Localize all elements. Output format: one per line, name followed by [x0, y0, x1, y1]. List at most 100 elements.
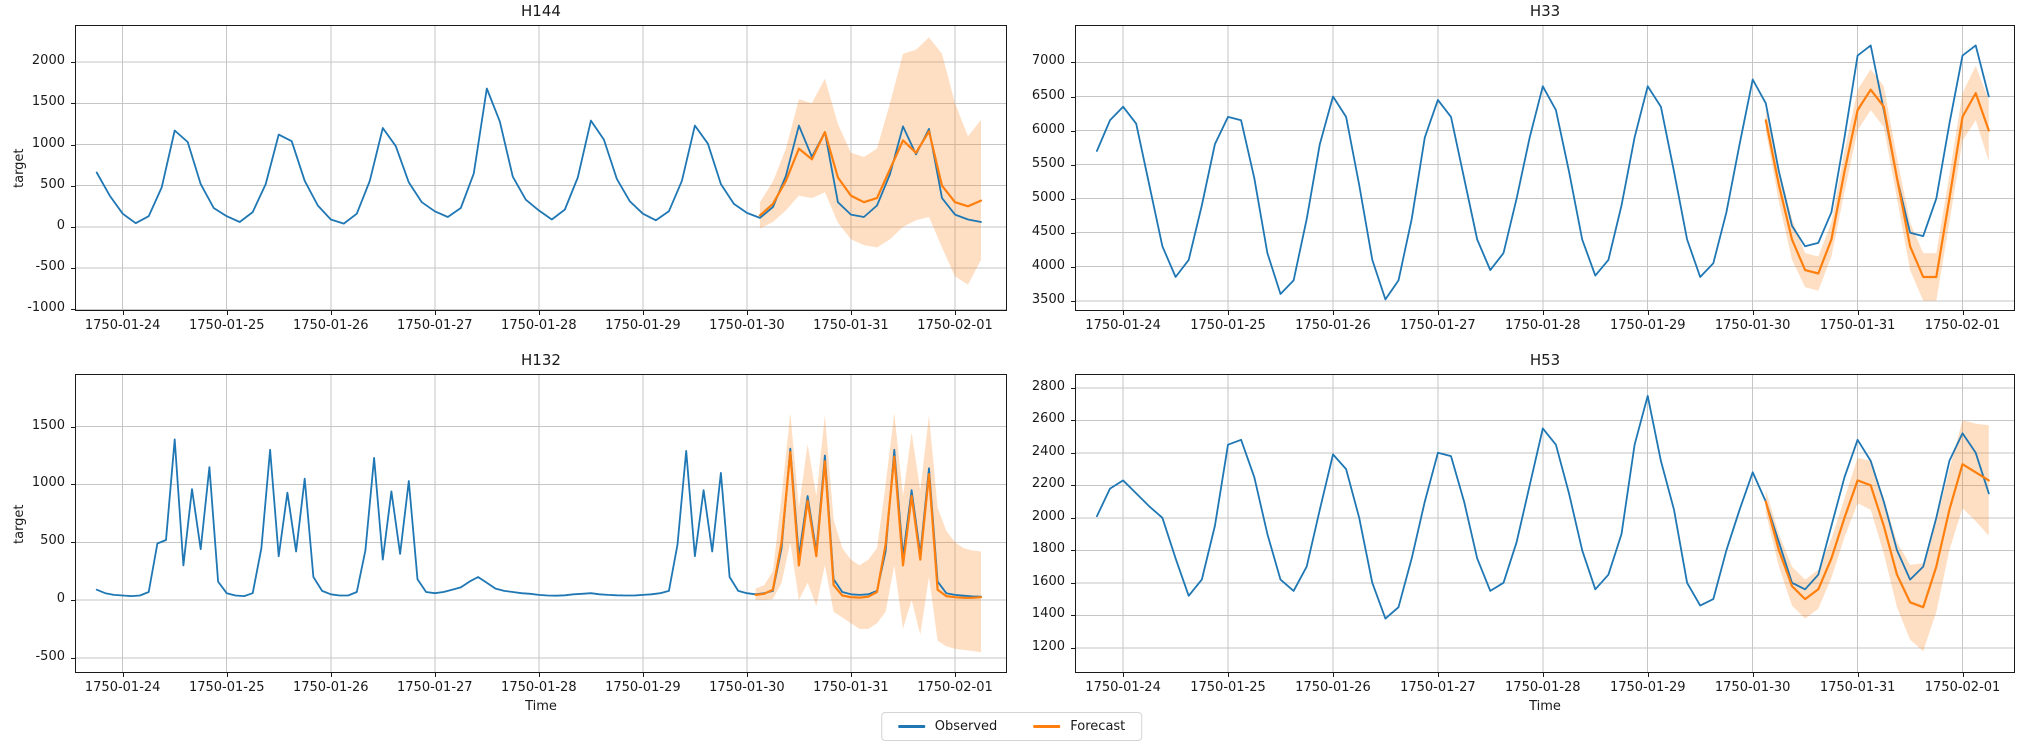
x-tick-label: 1750-01-30 — [709, 680, 785, 695]
x-tick-mark — [330, 673, 332, 677]
x-tick-label: 1750-01-27 — [397, 318, 473, 333]
x-axis-label: Time — [525, 699, 557, 714]
y-tick-mark — [1071, 485, 1075, 487]
y-tick-label: 1800 — [1031, 541, 1065, 557]
y-tick-mark — [71, 657, 75, 659]
x-axis-label: Time — [1529, 699, 1561, 714]
y-tick-label: -500 — [35, 648, 65, 664]
y-tick-label: 2200 — [1031, 476, 1065, 492]
y-tick-mark — [71, 62, 75, 64]
axes-spine — [1075, 25, 2015, 311]
x-tick-label: 1750-02-01 — [917, 680, 993, 695]
y-tick-label: 1000 — [31, 135, 65, 151]
y-tick-mark — [1071, 198, 1075, 200]
y-tick-label: -500 — [35, 259, 65, 275]
subplot-h53 — [1075, 374, 2015, 673]
x-tick-mark — [1123, 673, 1125, 677]
y-tick-label: 7000 — [1031, 53, 1065, 69]
y-tick-mark — [71, 426, 75, 428]
y-tick-mark — [71, 103, 75, 105]
x-tick-label: 1750-01-29 — [1609, 680, 1686, 695]
x-tick-label: 1750-01-27 — [397, 680, 473, 695]
y-tick-mark — [71, 185, 75, 187]
x-tick-label: 1750-01-26 — [292, 318, 369, 333]
y-tick-mark — [71, 226, 75, 228]
subplot-h33 — [1075, 25, 2015, 311]
x-tick-mark — [850, 673, 852, 677]
y-tick-mark — [1071, 130, 1075, 132]
y-tick-label: 1000 — [31, 475, 65, 491]
x-tick-label: 1750-01-25 — [188, 680, 265, 695]
x-tick-mark — [954, 311, 956, 315]
y-tick-label: 1500 — [31, 417, 65, 433]
y-tick-label: 3500 — [1031, 291, 1065, 307]
chart-title-h33: H33 — [1529, 2, 1561, 20]
observed-line-swatch — [897, 725, 925, 728]
x-tick-mark — [1752, 673, 1754, 677]
x-tick-label: 1750-01-25 — [188, 318, 265, 333]
x-tick-mark — [642, 311, 644, 315]
y-tick-label: 1600 — [1031, 573, 1065, 589]
legend: Observed Forecast — [880, 712, 1143, 741]
y-tick-label: 500 — [40, 533, 65, 549]
y-tick-label: 1500 — [31, 94, 65, 110]
x-tick-label: 1750-01-30 — [1714, 318, 1791, 333]
y-tick-label: 5500 — [1031, 155, 1065, 171]
x-tick-label: 1750-01-26 — [1295, 680, 1371, 695]
x-tick-label: 1750-02-01 — [917, 318, 993, 333]
y-tick-mark — [1071, 387, 1075, 389]
y-tick-mark — [71, 268, 75, 270]
x-tick-label: 1750-02-01 — [1924, 680, 2001, 695]
x-tick-label: 1750-01-31 — [813, 680, 889, 695]
forecast-line — [1764, 88, 1990, 279]
y-tick-label: 2000 — [1031, 508, 1065, 524]
y-tick-label: 2600 — [1031, 411, 1065, 427]
chart-title-h144: H144 — [521, 2, 561, 20]
y-tick-mark — [1071, 647, 1075, 649]
legend-item-observed: Observed — [897, 719, 997, 734]
x-tick-mark — [850, 311, 852, 315]
x-tick-mark — [122, 673, 124, 677]
x-tick-mark — [1332, 311, 1334, 315]
x-tick-label: 1750-01-30 — [1714, 680, 1791, 695]
y-tick-label: 2000 — [31, 53, 65, 69]
y-tick-mark — [1071, 452, 1075, 454]
x-tick-label: 1750-01-28 — [1505, 680, 1581, 695]
y-tick-mark — [71, 309, 75, 311]
x-tick-mark — [434, 311, 436, 315]
chart-title-h132: H132 — [521, 351, 561, 369]
x-tick-mark — [538, 673, 540, 677]
y-axis-label: target — [12, 148, 27, 188]
x-tick-label: 1750-01-25 — [1190, 318, 1266, 333]
observed-line — [1095, 44, 1990, 301]
x-tick-mark — [1437, 311, 1439, 315]
y-tick-mark — [1071, 615, 1075, 617]
y-tick-mark — [1071, 517, 1075, 519]
y-tick-label: 5000 — [1031, 189, 1065, 205]
y-tick-mark — [71, 484, 75, 486]
x-tick-label: 1750-01-31 — [813, 318, 889, 333]
x-tick-mark — [1962, 311, 1964, 315]
y-tick-mark — [1071, 550, 1075, 552]
x-tick-mark — [1857, 311, 1859, 315]
axes-spine — [1075, 374, 2015, 673]
x-tick-label: 1750-01-24 — [84, 680, 161, 695]
uncertainty-band — [759, 37, 981, 285]
x-tick-label: 1750-01-25 — [1190, 680, 1266, 695]
x-tick-label: 1750-02-01 — [1924, 318, 2001, 333]
observed-line — [95, 87, 982, 225]
x-tick-label: 1750-01-29 — [605, 318, 681, 333]
y-tick-mark — [71, 144, 75, 146]
x-tick-mark — [1228, 311, 1230, 315]
y-tick-mark — [1071, 582, 1075, 584]
x-tick-mark — [1647, 673, 1649, 677]
x-tick-label: 1750-01-28 — [501, 680, 577, 695]
x-tick-mark — [1857, 673, 1859, 677]
x-tick-mark — [1437, 673, 1439, 677]
y-tick-label: 4000 — [1031, 257, 1065, 273]
x-tick-label: 1750-01-28 — [1505, 318, 1581, 333]
y-tick-label: 0 — [56, 591, 65, 607]
x-tick-mark — [1542, 673, 1544, 677]
x-tick-label: 1750-01-29 — [605, 680, 681, 695]
